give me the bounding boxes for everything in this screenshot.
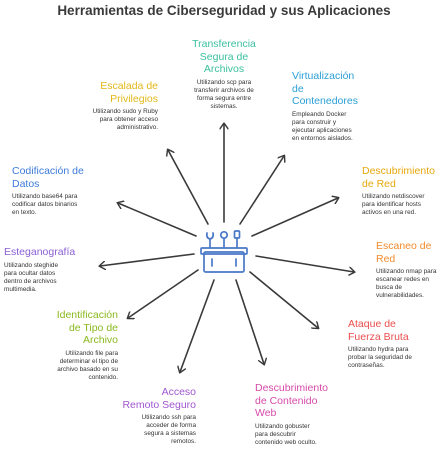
node-stego: Esteganografía Utilizando steghide para … — [4, 246, 100, 294]
node-docker-heading: Virtualización de Contenedores — [292, 70, 358, 107]
arrow-scan — [255, 255, 354, 272]
arrow-encoding — [118, 203, 197, 237]
node-privesc-heading: Escalada de Privilegios — [100, 80, 158, 105]
arrow-docker — [239, 156, 284, 225]
node-ssh-heading: Acceso Remoto Seguro — [122, 386, 196, 411]
node-network: Descubrimiento de Red Utilizando netdisc… — [362, 165, 446, 217]
node-filetype-heading: Identificación de Tipo de Archivo — [56, 309, 118, 346]
node-docker: Virtualización de Contenedores Empleando… — [292, 70, 392, 143]
node-encoding-desc: Utilizando base64 para codificar datos b… — [12, 193, 78, 216]
arrow-ssh — [180, 279, 215, 372]
node-brute-desc: Utilizando hydra para probar la segurida… — [348, 346, 412, 369]
arrow-privesc — [168, 150, 209, 225]
node-scan: Escaneo de Red Utilizando nmap para esca… — [376, 240, 446, 300]
arrow-webdisc — [235, 279, 264, 364]
node-webdisc-heading: Descubrimiento de Contenido Web — [255, 382, 328, 419]
arrow-stego — [100, 253, 195, 266]
node-brute: Ataque de Fuerza Bruta Utilizando hydra … — [348, 318, 444, 370]
node-webdisc-desc: Utilizando gobuster para descubrir conte… — [255, 422, 317, 446]
node-privesc: Escalada de Privilegios Utilizando sudo … — [60, 80, 158, 132]
node-docker-desc: Empleando Docker para construir y ejecut… — [292, 110, 353, 142]
node-transfer: Transferencia Segura de Archivos Utiliza… — [168, 38, 280, 111]
node-webdisc: Descubrimiento de Contenido Web Utilizan… — [255, 382, 355, 447]
node-encoding: Codificación de Datos Utilizando base64 … — [12, 165, 112, 217]
arrow-brute — [249, 271, 318, 328]
node-ssh-desc: Utilizando ssh para acceder de forma seg… — [141, 414, 196, 445]
arrow-network — [251, 198, 338, 237]
node-ssh: Acceso Remoto Seguro Utilizando ssh para… — [100, 386, 196, 446]
node-transfer-heading: Transferencia Segura de Archivos — [192, 38, 256, 75]
node-privesc-desc: Utilizando sudo y Ruby para obtener acce… — [92, 108, 158, 131]
node-filetype-desc: Utilizando file para determinar el tipo … — [57, 349, 118, 381]
node-stego-desc: Utilizando steghide para ocultar datos d… — [4, 261, 58, 293]
node-network-desc: Utilizando netdiscover para identificar … — [362, 193, 425, 216]
toolbox-icon — [200, 230, 248, 273]
node-transfer-desc: Utilizando scp para transferir archivos … — [194, 78, 254, 110]
arrow-filetype — [128, 269, 199, 318]
node-encoding-heading: Codificación de Datos — [12, 165, 84, 190]
node-stego-heading: Esteganografía — [4, 246, 76, 258]
node-brute-heading: Ataque de Fuerza Bruta — [348, 318, 409, 343]
node-filetype: Identificación de Tipo de Archivo Utiliz… — [18, 309, 118, 382]
diagram-title: Herramientas de Ciberseguridad y sus Apl… — [57, 3, 391, 18]
node-scan-heading: Escaneo de Red — [376, 240, 432, 265]
node-network-heading: Descubrimiento de Red — [362, 165, 435, 190]
node-scan-desc: Utilizando nmap para escanear redes en b… — [376, 268, 437, 299]
